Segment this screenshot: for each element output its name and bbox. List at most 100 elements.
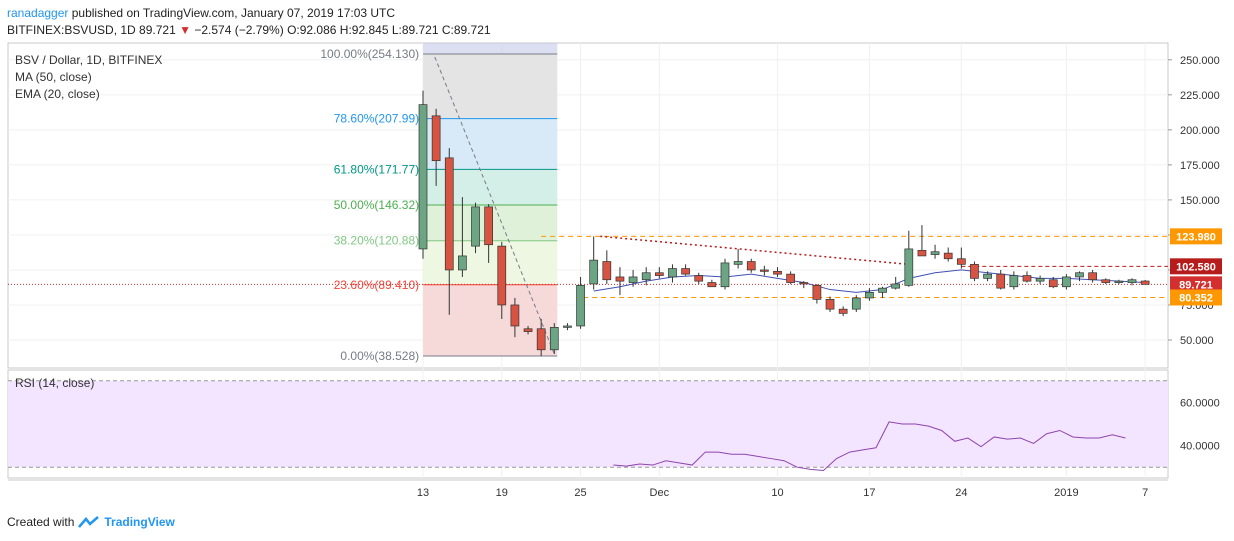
candle-down [1088, 272, 1097, 281]
ma-legend: MA (50, close) [15, 70, 92, 84]
price-tag-label: 123.980 [1176, 231, 1216, 243]
candle-down [786, 273, 795, 283]
fib-zone [423, 118, 558, 170]
candle-up [628, 276, 638, 283]
fib-level-label: 100.00%(254.130) [320, 47, 419, 61]
candle-up [1062, 276, 1071, 288]
candle-up [549, 327, 559, 351]
rsi-line [613, 421, 1126, 471]
candle-down [825, 299, 835, 310]
candle-up [1127, 279, 1137, 283]
price-tag [1170, 289, 1222, 306]
candle-down [970, 263, 979, 279]
candle-down [707, 282, 717, 288]
candle-down [838, 308, 848, 314]
rsi-band [8, 380, 1168, 468]
last-price: 89.721 [139, 23, 176, 37]
y-tick-label: 225.000 [1180, 90, 1220, 102]
fib-zone [423, 284, 558, 357]
publish-info: ranadagger published on TradingView.com,… [7, 6, 395, 20]
x-tick-label: 25 [574, 487, 586, 499]
price-tag-label: 80.352 [1179, 292, 1213, 304]
fib-trend-line [434, 56, 555, 355]
candle-down [996, 273, 1006, 289]
price-tag [1170, 258, 1222, 275]
candle-down [1140, 280, 1150, 285]
y-tick-label: 250.000 [1180, 55, 1220, 67]
candle-down [536, 328, 546, 351]
candle-up [720, 262, 730, 288]
rsi-tick-label: 40.0000 [1180, 441, 1220, 453]
candle-up [865, 292, 874, 299]
x-tick-label: 10 [771, 487, 783, 499]
fib-zone [423, 169, 558, 206]
candle-up [418, 104, 428, 250]
chart-title: BSV / Dollar, 1D, BITFINEX [15, 53, 163, 67]
candle-down [497, 245, 507, 306]
x-tick-label: 24 [955, 487, 967, 499]
candle-down [1101, 279, 1111, 283]
price-tag [1170, 276, 1222, 293]
candle-down [681, 268, 690, 275]
candle-up [851, 297, 861, 310]
candle-down [956, 258, 966, 265]
candle-down [746, 261, 756, 271]
price-pane [7, 42, 1169, 369]
candle-up [589, 259, 599, 285]
price-tag [1170, 228, 1222, 245]
downtrend-line [600, 235, 909, 266]
candle-down [523, 328, 533, 332]
candle-up [563, 325, 572, 328]
y-tick-label: 150.000 [1180, 195, 1220, 207]
candle-down [1048, 279, 1058, 288]
x-tick-label: 2019 [1054, 487, 1078, 499]
candle-down [444, 157, 454, 271]
price-tag-label: 89.721 [1179, 279, 1213, 291]
fib-zone [423, 54, 558, 119]
author-link[interactable]: ranadagger [7, 6, 69, 20]
fib-level-label: 50.00%(146.32) [334, 198, 419, 212]
candle-up [891, 283, 901, 289]
candle-down [760, 269, 769, 272]
x-tick-label: 7 [1142, 487, 1148, 499]
y-tick-label: 175.000 [1180, 160, 1220, 172]
price-tag-label: 102.580 [1176, 261, 1216, 273]
fib-top-shade [423, 43, 558, 55]
candle-down [510, 304, 520, 327]
candle-down [812, 284, 822, 300]
candle-up [668, 268, 677, 278]
candle-down [773, 270, 782, 275]
candle-down [694, 275, 704, 282]
candle-down [943, 252, 953, 260]
candle-down [799, 282, 809, 285]
candle-up [983, 273, 992, 279]
x-tick-label: Dec [650, 487, 670, 499]
candle-down [917, 249, 927, 257]
candle-up [1009, 275, 1019, 288]
candle-down [431, 115, 441, 162]
candle-up [1114, 280, 1124, 283]
fib-level-label: 38.20%(120.88) [334, 234, 419, 248]
candle-up [1035, 277, 1045, 282]
candle-down [602, 261, 612, 281]
rsi-tick-label: 60.0000 [1180, 397, 1220, 409]
tradingview-brand-link[interactable]: TradingView [104, 515, 175, 529]
candle-up [904, 248, 914, 286]
candle-down [654, 272, 664, 276]
tradingview-logo-icon [78, 516, 100, 528]
candle-up [733, 261, 743, 265]
candle-down [484, 206, 493, 246]
created-with-text: Created with [7, 515, 75, 529]
x-tick-label: 13 [417, 487, 429, 499]
candle-up [458, 255, 467, 271]
candle-up [930, 251, 940, 255]
candle-up [576, 284, 585, 327]
candle-down [1022, 275, 1032, 282]
candle-up [641, 272, 651, 281]
candle-up [1075, 272, 1084, 278]
y-tick-label: 50.000 [1180, 335, 1214, 347]
price-change: −2.574 (−2.79%) [194, 23, 284, 37]
y-tick-label: 200.000 [1180, 125, 1220, 137]
candle-up [878, 287, 887, 293]
